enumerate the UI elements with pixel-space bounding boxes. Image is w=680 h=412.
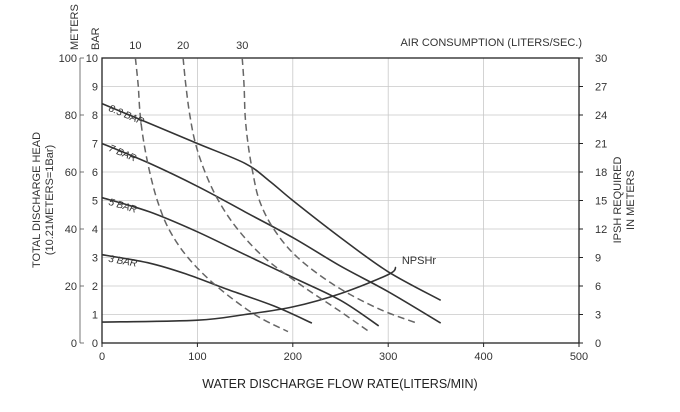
series-group [101, 57, 442, 333]
y-bar-tick-label-4: 4 [92, 224, 98, 236]
y-meters-tick-label-4: 80 [65, 110, 77, 122]
right-tick-label-4: 12 [595, 224, 607, 236]
x-tick-label-4: 400 [474, 351, 492, 363]
y-meters-tick-label-1: 20 [65, 281, 77, 293]
top-axis-ticks: 10 20 30 [129, 40, 248, 52]
y-bar-tick-label-5: 5 [92, 196, 98, 208]
series-line-20 [182, 57, 370, 333]
y-bar-tick-label-3: 3 [92, 253, 98, 265]
y-bar-tick-label-6: 6 [92, 167, 98, 179]
series-line-10 [134, 57, 289, 333]
right-tick-label-5: 15 [595, 196, 607, 208]
y-bar-tick-label-2: 2 [92, 281, 98, 293]
y-bar-tick-label-1: 1 [92, 310, 98, 322]
right-axis-title-line1: IPSH REQUIRED [612, 157, 624, 244]
y-bar-tick-label-0: 0 [92, 338, 98, 350]
y-axis-subtitle: (10.21METERS=1Bar) [44, 145, 56, 255]
series-label-3-bar: 3 BAR [107, 254, 137, 270]
x-tick-label-5: 500 [570, 351, 588, 363]
right-tick-label-10: 30 [595, 53, 607, 65]
series-label-npshr: NPSHr [402, 255, 437, 267]
series-line-8-3-bar [101, 102, 442, 302]
right-tick-label-9: 27 [595, 82, 607, 94]
series-line-7-bar [101, 142, 442, 324]
y-bar-ticks: 0 1 2 3 4 5 6 7 8 9 10 [86, 53, 98, 350]
x-tick-label-3: 300 [379, 351, 397, 363]
right-tick-label-1: 3 [595, 310, 601, 322]
series-label-5-bar: 5 BAR [107, 197, 138, 216]
y-bar-tick-label-8: 8 [92, 110, 98, 122]
y-meters-tick-label-5: 100 [59, 53, 77, 65]
right-tick-label-3: 9 [595, 253, 601, 265]
y-meters-tick-label-3: 60 [65, 167, 77, 179]
x-tick-label-0: 0 [99, 351, 105, 363]
y-meters-tick-label-0: 0 [71, 338, 77, 350]
series-line-5-bar [101, 196, 380, 327]
right-tick-label-7: 21 [595, 139, 607, 151]
series-line-3-bar [101, 253, 313, 324]
top-tick-label-0: 10 [129, 40, 141, 52]
top-axis-title: AIR CONSUMPTION (LITERS/SEC.) [400, 37, 582, 49]
top-tick-label-1: 20 [177, 40, 189, 52]
y-bar-tick-label-9: 9 [92, 82, 98, 94]
right-tick-label-0: 0 [595, 338, 601, 350]
series-label-7-bar: 7 BAR [107, 143, 138, 164]
x-axis-title: WATER DISCHARGE FLOW RATE(LITERS/MIN) [202, 377, 477, 391]
x-tick-label-2: 200 [284, 351, 302, 363]
series-line-30 [241, 57, 418, 324]
series-line-npshr [101, 266, 397, 323]
top-tick-label-2: 30 [236, 40, 248, 52]
y-meters-tick-label-2: 40 [65, 224, 77, 236]
x-tick-label-1: 100 [188, 351, 206, 363]
y-bar-label: BAR [90, 27, 102, 50]
y-bar-tick-label-10: 10 [86, 53, 98, 65]
x-axis-ticks: 0 100 200 300 400 500 [99, 343, 588, 363]
right-tick-label-6: 18 [595, 167, 607, 179]
y-meters-ticks: 0 20 40 60 80 100 [59, 53, 84, 350]
y-axis-title: TOTAL DISCHARGE HEAD [31, 132, 43, 268]
right-axis-ticks: 0 3 6 9 12 15 18 21 24 27 30 [579, 53, 607, 350]
right-axis-title-line2: IN METERS [625, 170, 637, 230]
y-bar-tick-label-7: 7 [92, 139, 98, 151]
y-meters-label: METERS [69, 4, 81, 50]
right-tick-label-2: 6 [595, 281, 601, 293]
right-tick-label-8: 24 [595, 110, 607, 122]
